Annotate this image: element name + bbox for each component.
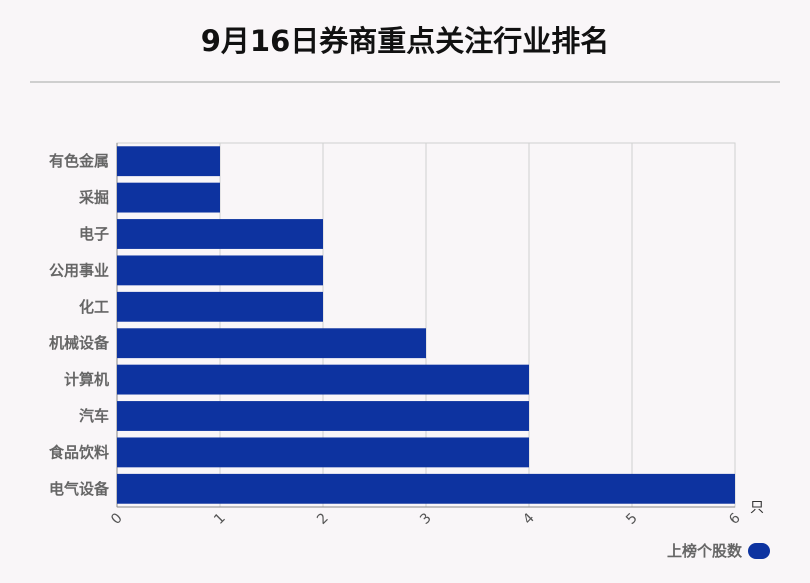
x-unit-label: 只 (750, 500, 764, 516)
bar-3 (117, 255, 323, 286)
category-label-6: 计算机 (64, 371, 109, 389)
x-tick-label-5: 5 (623, 510, 641, 528)
category-label-1: 采掘 (78, 189, 109, 207)
category-label-3: 公用事业 (49, 261, 109, 279)
legend-swatch (748, 542, 770, 559)
category-label-2: 电子 (79, 225, 109, 243)
bar-4 (117, 291, 323, 322)
chart-title: 9月16日券商重点关注行业排名 (200, 24, 610, 58)
bar-2 (117, 219, 323, 249)
category-label-8: 食品饮料 (49, 443, 109, 461)
title-divider (30, 81, 780, 83)
legend-label: 上榜个股数 (666, 542, 742, 560)
x-tick-label-0: 0 (108, 510, 126, 528)
category-label-4: 化工 (79, 298, 109, 316)
x-tick-label-1: 1 (211, 510, 229, 528)
bar-1 (117, 182, 220, 213)
category-label-5: 机械设备 (49, 334, 110, 352)
bar-7 (117, 401, 529, 431)
bar-9 (117, 473, 735, 504)
x-tick-label-2: 2 (314, 510, 332, 528)
x-tick-label-3: 3 (417, 510, 435, 528)
x-tick-label-6: 6 (726, 510, 744, 528)
x-tick-label-4: 4 (520, 510, 538, 528)
bar-5 (117, 328, 426, 359)
bar-6 (117, 364, 529, 395)
legend: 上榜个股数 (667, 540, 770, 561)
bar-8 (117, 437, 529, 468)
bar-0 (117, 146, 220, 177)
category-label-9: 电气设备 (49, 480, 110, 498)
category-label-7: 汽车 (79, 407, 109, 425)
category-label-0: 有色金属 (49, 152, 109, 170)
